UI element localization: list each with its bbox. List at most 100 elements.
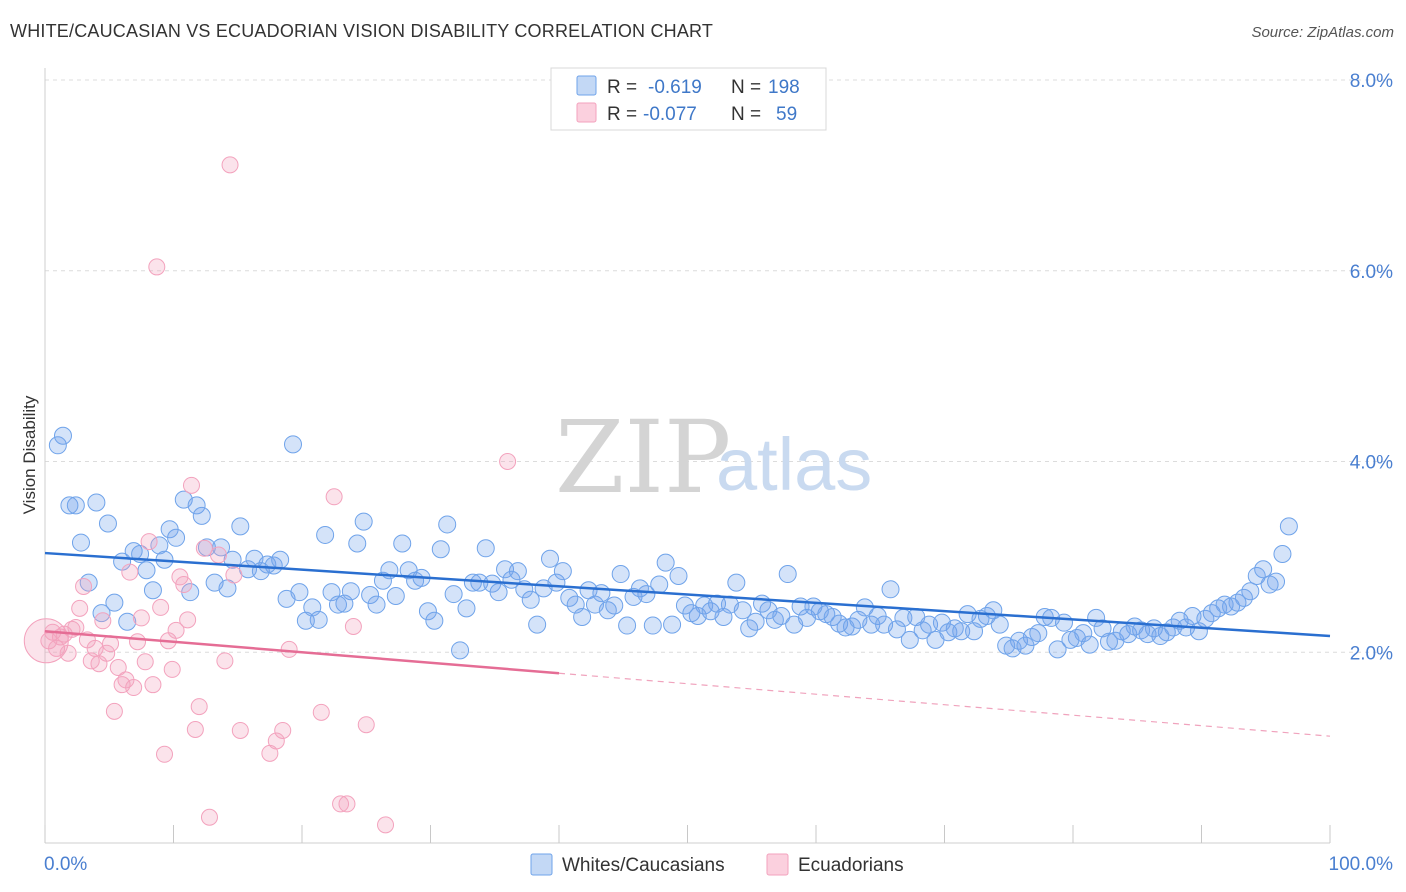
point-ecuadorians [357, 716, 375, 734]
legend-r-value-1: -0.619 [648, 77, 702, 98]
point-whites [1241, 582, 1260, 601]
legend-swatch-ecuadorians [576, 102, 597, 123]
trend-lines [44, 551, 1331, 737]
y-tick-label: 8.0% [1350, 71, 1393, 92]
point-whites [1254, 560, 1273, 579]
point-whites [1234, 588, 1253, 607]
point-ecuadorians [163, 660, 181, 678]
point-whites [611, 565, 630, 584]
point-whites [881, 580, 900, 599]
point-whites [643, 616, 662, 635]
point-ecuadorians [338, 795, 356, 813]
x-tick-label: 0.0% [44, 854, 87, 875]
point-ecuadorians [94, 612, 112, 630]
legend-n-value-2: 59 [776, 104, 797, 125]
bottom-legend: Whites/Caucasians Ecuadorians [530, 853, 904, 876]
point-ecuadorians [344, 617, 362, 635]
point-whites [605, 596, 624, 615]
point-whites [1157, 623, 1176, 642]
point-whites [137, 561, 156, 580]
point-ecuadorians [140, 533, 158, 551]
point-whites [727, 573, 746, 592]
point-ecuadorians [200, 808, 218, 826]
point-ecuadorians [225, 566, 243, 584]
legend-box [550, 67, 827, 131]
x-tick-label: 100.0% [1329, 854, 1394, 875]
point-whites [418, 602, 437, 621]
point-whites [367, 595, 386, 614]
point-whites [489, 583, 508, 602]
point-ecuadorians [231, 721, 249, 739]
point-ecuadorians [332, 795, 350, 813]
point-ecuadorians [148, 258, 166, 276]
point-whites [823, 607, 842, 626]
point-whites [560, 588, 579, 607]
point-ecuadorians [125, 679, 143, 697]
legend-swatch-whites [576, 75, 597, 96]
point-whites [393, 534, 412, 553]
legend-r-label-1: R = [607, 77, 637, 98]
point-whites [598, 601, 617, 620]
point-whites [290, 583, 309, 602]
point-whites [444, 585, 463, 604]
point-whites [592, 584, 611, 603]
point-ecuadorians [67, 618, 85, 636]
point-whites [457, 599, 476, 618]
point-whites [98, 514, 117, 533]
point-whites [361, 586, 380, 605]
point-whites [167, 528, 186, 547]
point-whites [1228, 593, 1247, 612]
point-whites [438, 515, 457, 534]
point-whites [118, 612, 137, 631]
point-ecuadorians [167, 621, 185, 639]
legend: R = -0.619 N = 198 R = -0.077 N = 59 [550, 67, 827, 131]
axes [44, 68, 1331, 844]
point-whites [675, 596, 694, 615]
point-whites [1247, 566, 1266, 585]
point-whites [733, 601, 752, 620]
point-whites [772, 607, 791, 626]
point-whites [328, 595, 347, 614]
point-whites [476, 539, 495, 558]
point-whites [451, 641, 470, 660]
point-whites [746, 612, 765, 631]
point-ecuadorians [105, 702, 123, 720]
trend-line-ecuadorians [44, 630, 560, 675]
y-tick-label: 2.0% [1350, 643, 1393, 664]
point-whites [990, 615, 1009, 634]
point-ecuadorians [186, 721, 204, 739]
point-whites [1273, 545, 1292, 564]
point-whites [373, 571, 392, 590]
point-ecuadorians [190, 698, 208, 716]
point-whites [309, 610, 328, 629]
point-whites [1080, 635, 1099, 654]
point-ecuadorians [267, 732, 285, 750]
point-whites [521, 590, 540, 609]
point-whites [271, 550, 290, 569]
point-whites [1029, 624, 1048, 643]
point-whites [284, 435, 303, 454]
point-ecuadorians [75, 577, 93, 595]
point-whites [354, 512, 373, 531]
legend-n-label-2: N = [731, 104, 761, 125]
y-axis-label: Vision Disability [20, 395, 39, 514]
point-whites [778, 565, 797, 584]
point-whites [386, 586, 405, 605]
watermark-zip: ZIP [555, 399, 731, 516]
point-whites [143, 581, 162, 600]
point-whites [650, 575, 669, 594]
legend-r-value-2: -0.077 [643, 104, 697, 125]
y-tick-label: 4.0% [1350, 453, 1393, 474]
point-ecuadorians [280, 640, 298, 658]
point-ecuadorians [216, 652, 234, 670]
x-tick-labels: 0.0% 100.0% [44, 854, 1393, 875]
point-whites [348, 534, 367, 553]
point-whites [740, 619, 759, 638]
point-whites [663, 615, 682, 634]
point-whites [1267, 572, 1286, 591]
point-whites [105, 593, 124, 612]
point-whites [900, 630, 919, 649]
point-ecuadorians [175, 576, 193, 594]
point-ecuadorians [59, 644, 77, 662]
point-ecuadorians [152, 598, 170, 616]
